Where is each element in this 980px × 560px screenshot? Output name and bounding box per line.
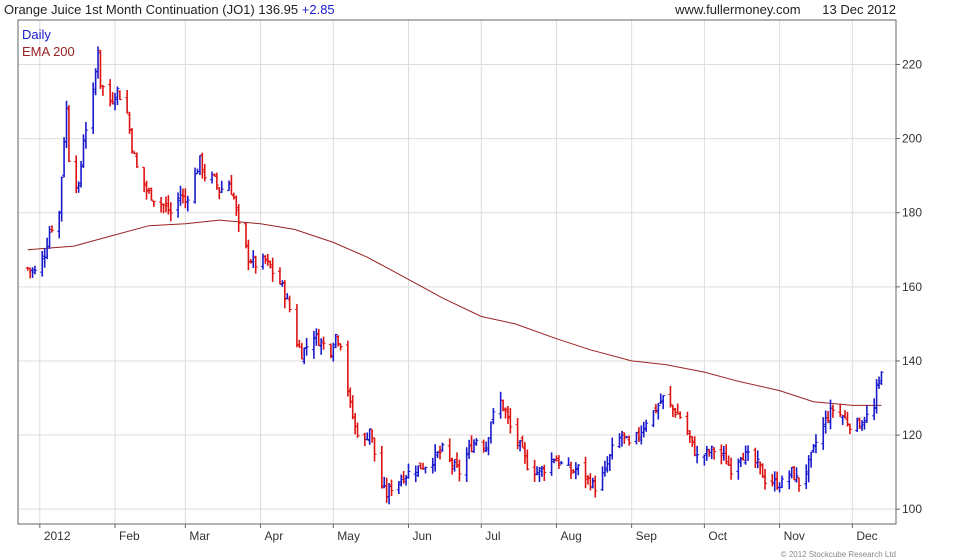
x-tick-label: 2012 [44,529,71,543]
ema-200-line [27,219,882,406]
x-tick-label: May [337,529,360,543]
chart-date: 13 Dec 2012 [822,2,896,17]
x-tick-label: Nov [784,529,805,543]
y-tick-label: 120 [902,428,922,442]
y-tick-label: 220 [902,57,922,71]
x-tick-label: Apr [265,529,284,543]
y-tick-label: 200 [902,132,922,146]
x-tick-label: Oct [708,529,727,543]
chart-grid [18,20,896,524]
x-tick-label: Jun [412,529,431,543]
chart-axes: 100 120 140 160 180 200 220 2012 Feb Mar Apr May Jun… [17,19,922,543]
website-link[interactable]: www.fullermoney.com [675,2,801,17]
x-tick-label: Sep [636,529,658,543]
chart-source: www.fullermoney.com 13 Dec 2012 [675,2,896,17]
chart-legend: Daily EMA 200 [22,27,75,59]
legend-daily: Daily [22,27,51,42]
ema-200-series [27,219,882,406]
x-tick-label: Aug [560,529,581,543]
y-tick-label: 180 [902,206,922,220]
last-price: 136.95 [258,2,299,17]
x-tick-label: Jul [485,529,500,543]
price-change: +2.85 [301,2,335,17]
plot-frame [17,19,897,525]
instrument-name: Orange Juice 1st Month Continuation (JO1… [4,2,255,17]
y-tick-label: 140 [902,354,922,368]
copyright-notice: © 2012 Stockcube Research Ltd [780,550,896,559]
y-tick-label: 160 [902,280,922,294]
x-tick-label: Feb [119,529,140,543]
chart-title: Orange Juice 1st Month Continuation (JO1… [4,2,335,17]
x-tick-label: Mar [189,529,210,543]
daily-price-series [25,46,884,505]
legend-ema-200: EMA 200 [22,44,75,59]
y-tick-label: 100 [902,502,922,516]
x-tick-label: Dec [856,529,877,543]
chart-header: Orange Juice 1st Month Continuation (JO1… [0,0,980,20]
